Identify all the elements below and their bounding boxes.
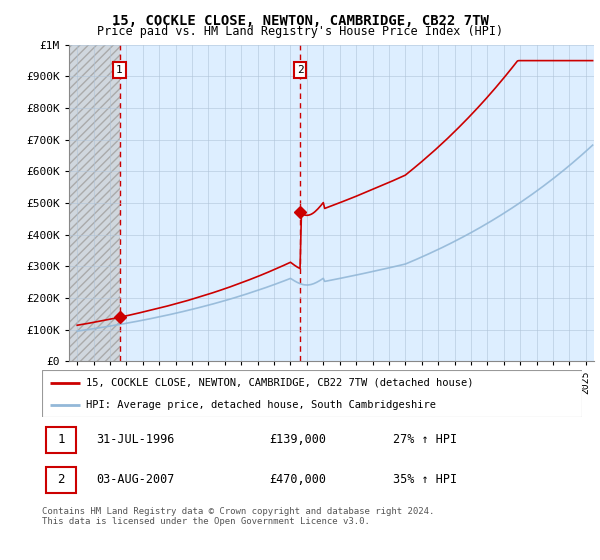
Text: 35% ↑ HPI: 35% ↑ HPI (393, 473, 457, 486)
Text: 31-JUL-1996: 31-JUL-1996 (96, 433, 175, 446)
Bar (69, 45, 119, 361)
Text: £139,000: £139,000 (269, 433, 326, 446)
Bar (46, 467, 76, 493)
Text: 15, COCKLE CLOSE, NEWTON, CAMBRIDGE, CB22 7TW: 15, COCKLE CLOSE, NEWTON, CAMBRIDGE, CB2… (112, 14, 488, 28)
Text: Contains HM Land Registry data © Crown copyright and database right 2024.
This d: Contains HM Land Registry data © Crown c… (42, 507, 434, 526)
Text: Price paid vs. HM Land Registry's House Price Index (HPI): Price paid vs. HM Land Registry's House … (97, 25, 503, 38)
Text: 1: 1 (58, 433, 65, 446)
Text: 2: 2 (58, 473, 65, 486)
Text: 03-AUG-2007: 03-AUG-2007 (96, 473, 175, 486)
Bar (46, 427, 76, 452)
Text: £470,000: £470,000 (269, 473, 326, 486)
Text: HPI: Average price, detached house, South Cambridgeshire: HPI: Average price, detached house, Sout… (86, 400, 436, 410)
Bar (69, 45, 119, 361)
Text: 2: 2 (297, 65, 304, 75)
Text: 15, COCKLE CLOSE, NEWTON, CAMBRIDGE, CB22 7TW (detached house): 15, COCKLE CLOSE, NEWTON, CAMBRIDGE, CB2… (86, 378, 474, 388)
Text: 1: 1 (116, 65, 123, 75)
Text: 27% ↑ HPI: 27% ↑ HPI (393, 433, 457, 446)
